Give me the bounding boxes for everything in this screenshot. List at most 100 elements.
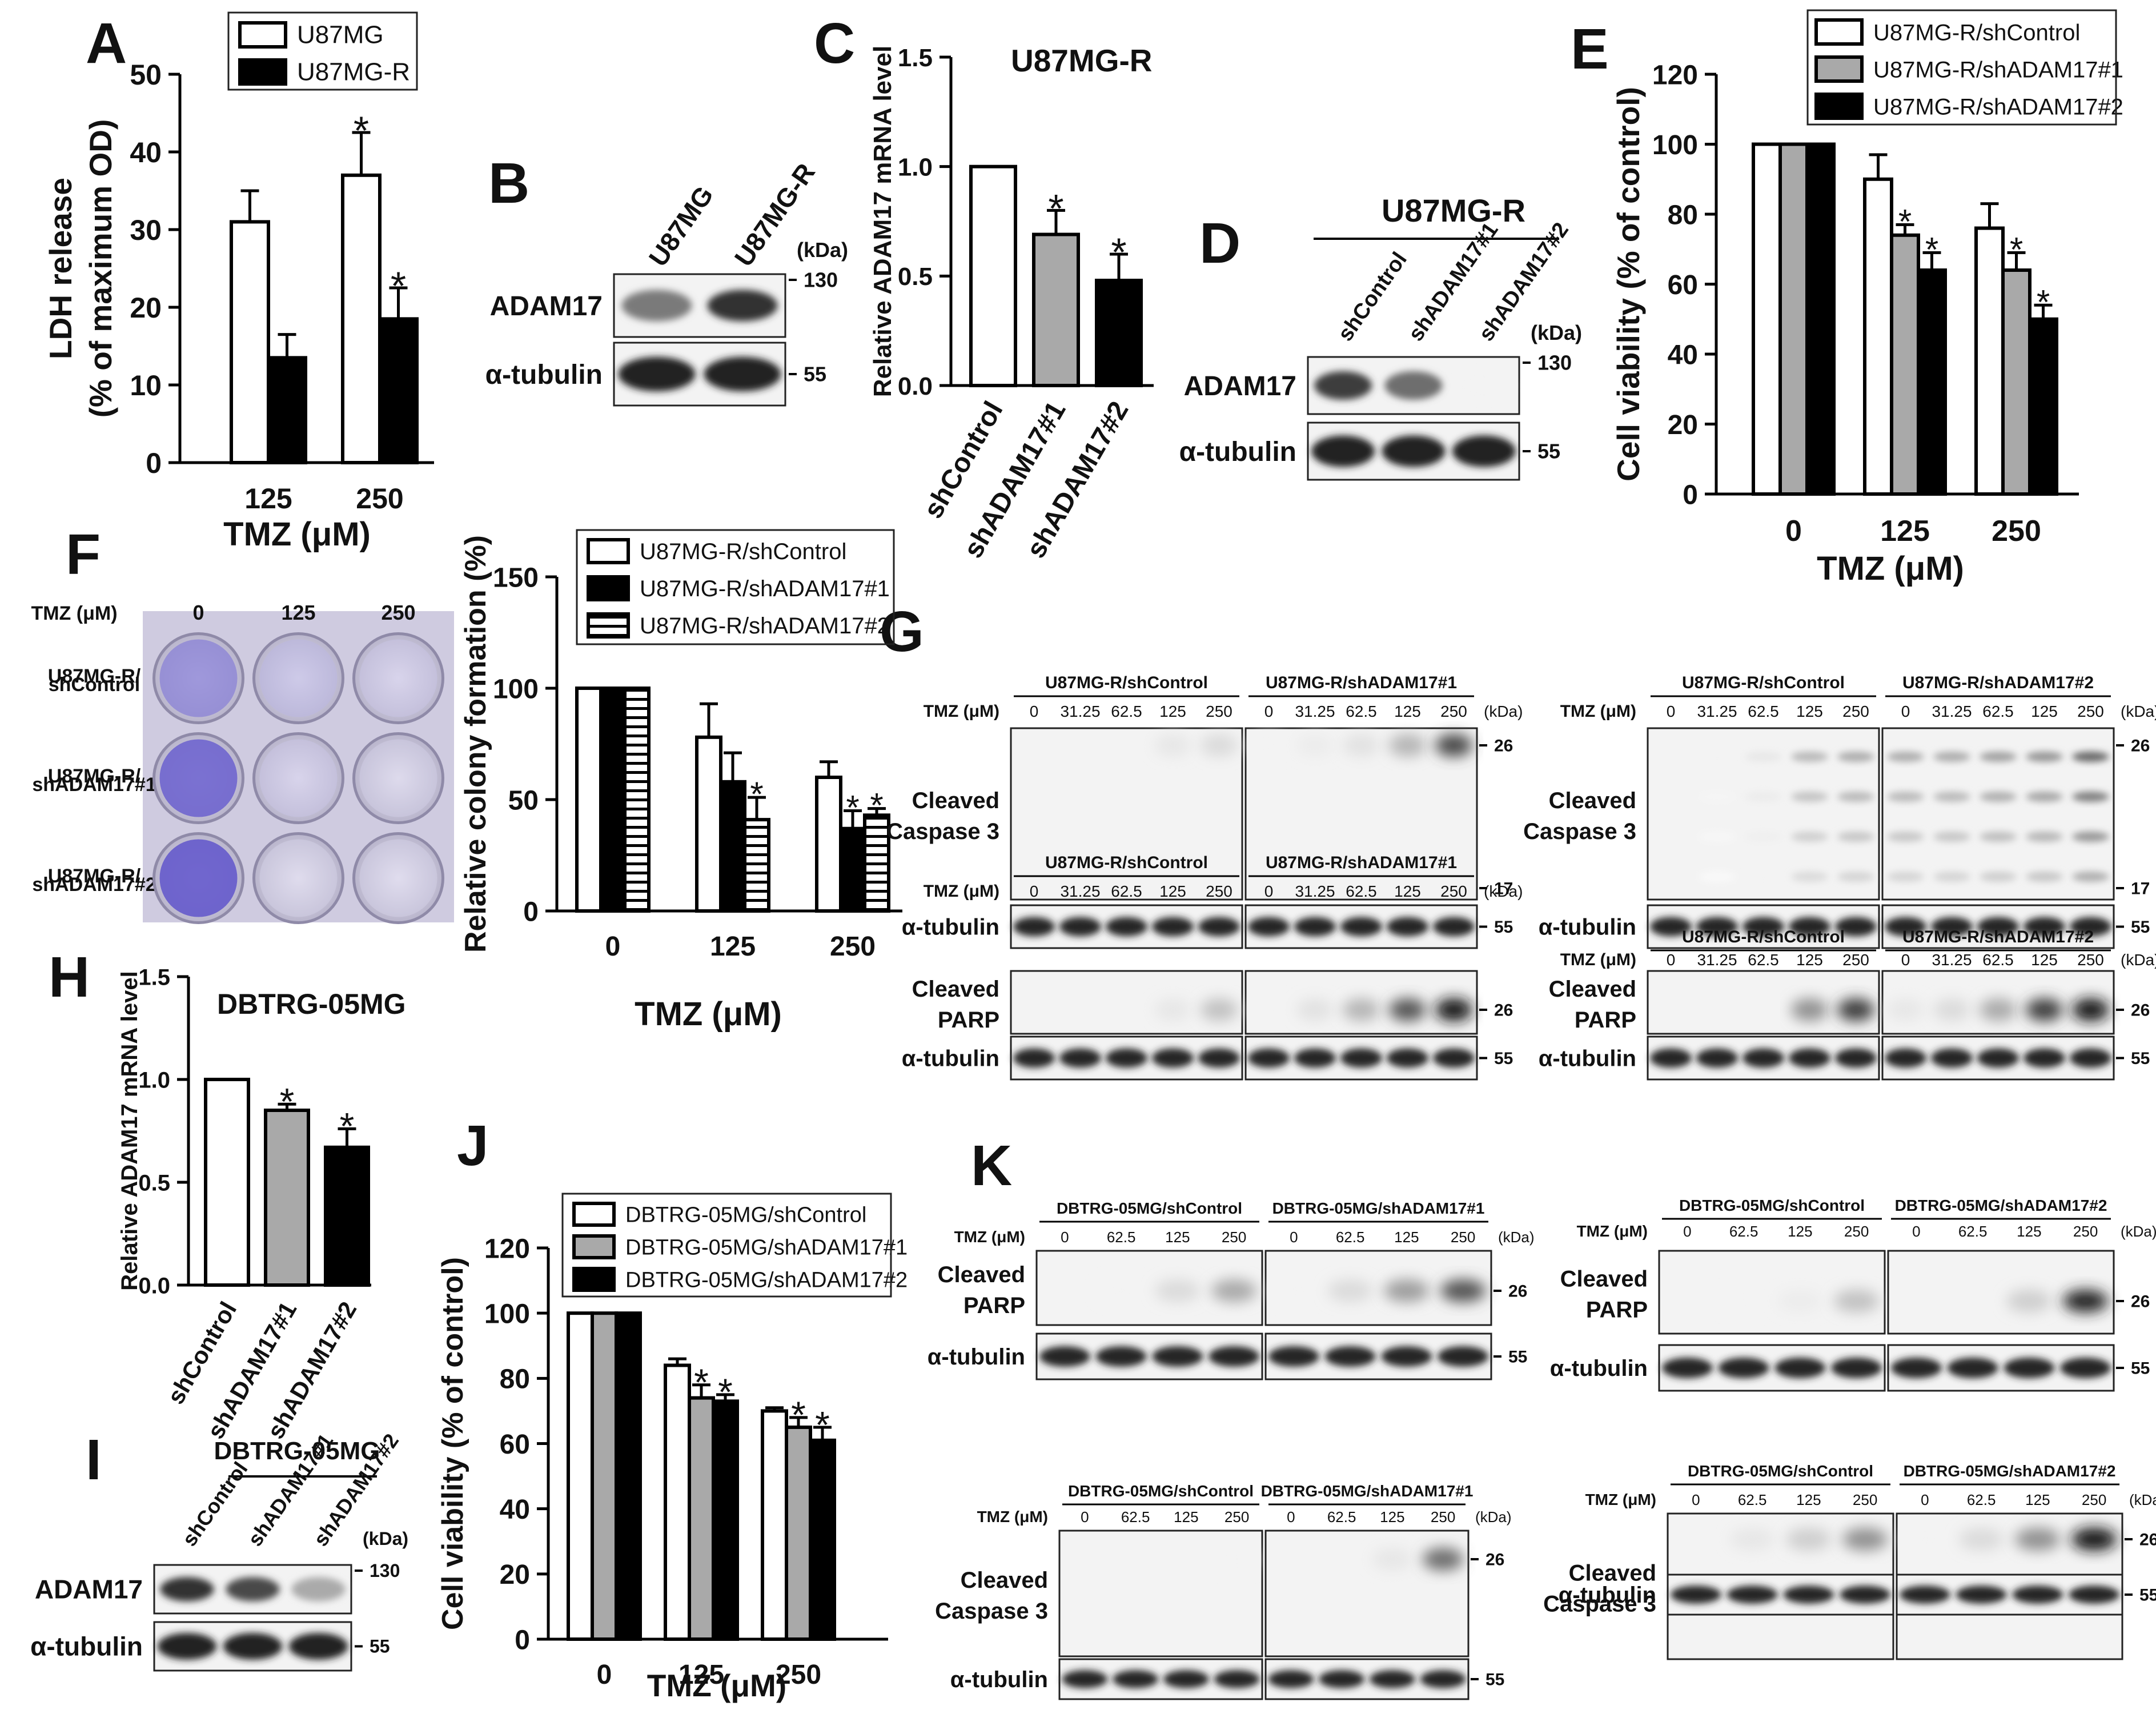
colony-stain — [159, 839, 238, 917]
blot-band — [1343, 998, 1380, 1021]
row-label: α-tubulin — [1539, 915, 1636, 940]
y-tick-label: 10 — [130, 370, 162, 402]
blot-band — [1887, 752, 1924, 762]
kda-label: (kDa) — [1531, 321, 1582, 344]
significance-star: * — [2037, 283, 2050, 321]
colony-stain — [159, 639, 238, 717]
mw-marker-label: 55 — [1508, 1348, 1527, 1367]
row-label: Cleaved — [1549, 788, 1636, 813]
panel-label-d: D — [1199, 211, 1240, 275]
panel-label-h: H — [49, 945, 90, 1009]
blot-band — [157, 1633, 217, 1660]
blot-band — [1152, 917, 1194, 937]
row-label: Cleaved — [1549, 977, 1636, 1002]
bar — [1863, 177, 1893, 496]
mw-marker-label: 55 — [1485, 1671, 1504, 1689]
dose-label: 125 — [2031, 703, 2058, 720]
chart-title: U87MG-R — [1011, 43, 1153, 78]
mw-marker-label: 130 — [1537, 351, 1572, 375]
y-tick-label: 60 — [500, 1430, 530, 1460]
bar — [623, 687, 651, 913]
dose-label: 250 — [1451, 1229, 1475, 1246]
x-tick-label: 250 — [356, 483, 403, 515]
y-tick-label: 40 — [500, 1495, 530, 1525]
bar — [1890, 233, 1920, 496]
blot-band — [1791, 998, 1828, 1021]
y-tick-label: 80 — [500, 1364, 530, 1395]
blot-band — [2026, 752, 2063, 762]
lane-label: shControl — [1334, 248, 1412, 346]
legend-label: U87MG — [297, 21, 384, 49]
legend-swatch — [572, 1234, 616, 1259]
bar — [341, 173, 382, 464]
mw-marker-label: 26 — [2131, 1292, 2150, 1311]
y-tick-label: 100 — [484, 1299, 530, 1329]
blot-band — [1791, 832, 1828, 842]
mw-marker-label: 55 — [2131, 1359, 2150, 1378]
dose-label: 250 — [1206, 882, 1232, 900]
blot-band — [1440, 1279, 1486, 1302]
blot-band — [1433, 917, 1475, 937]
dose-label: 250 — [1842, 703, 1869, 720]
kda-label: (kDa) — [1484, 882, 1523, 900]
y-tick-label: 30 — [130, 214, 162, 246]
bar — [1095, 279, 1143, 387]
significance-star: * — [718, 1371, 733, 1413]
dose-label: 125 — [2031, 951, 2058, 969]
significance-star: * — [340, 1105, 355, 1147]
blot-band — [1786, 1528, 1832, 1551]
plate-column-label: 0 — [192, 601, 204, 624]
blot-group-header: U87MG-R/shADAM17#2 — [1902, 928, 2094, 946]
panel-label-j: J — [457, 1114, 489, 1178]
blot-band — [1327, 1279, 1373, 1302]
kda-label: (kDa) — [1498, 1229, 1535, 1246]
dose-label: 0 — [1901, 703, 1910, 720]
blot-band — [1933, 792, 1970, 802]
blot-band — [1777, 1290, 1823, 1312]
row-label: Caspase 3 — [1523, 819, 1636, 844]
blot-band — [1840, 1585, 1891, 1604]
dose-label: 62.5 — [1336, 1229, 1365, 1246]
dose-label: 0 — [1264, 882, 1274, 900]
legend-box — [576, 529, 895, 645]
mw-marker-label: 55 — [1537, 440, 1560, 463]
dose-label: 250 — [1440, 703, 1467, 720]
kda-label: (kDa) — [2121, 1223, 2156, 1240]
y-tick-label: 20 — [130, 292, 162, 324]
mw-marker-label: 26 — [2131, 1001, 2150, 1020]
dose-label: 0 — [1683, 1223, 1691, 1240]
row-label: Cleaved — [938, 1262, 1025, 1287]
dose-label: 250 — [1222, 1229, 1246, 1246]
blot-band — [1013, 917, 1055, 937]
dose-label: 0 — [1061, 1229, 1069, 1246]
western-blot-g: U87MG-R/shControl 0 31.25 62.5 125 250 U87MG-R… — [886, 673, 2156, 1081]
blot-band — [1791, 872, 1828, 882]
bar — [2028, 317, 2058, 496]
plate-well — [252, 832, 344, 924]
blot-band — [1039, 1346, 1090, 1367]
blot-band — [1059, 917, 1101, 937]
blot-band — [1389, 998, 1426, 1021]
blot-band — [618, 356, 696, 392]
mw-marker-label: 55 — [2139, 1586, 2156, 1605]
dose-label: 62.5 — [1107, 1229, 1136, 1246]
dose-label: 0 — [1667, 951, 1676, 969]
mw-marker-label: 26 — [2139, 1531, 2156, 1550]
bar — [2001, 268, 2031, 496]
tmz-row-label: TMZ (μM) — [1585, 1491, 1656, 1508]
blot-band — [1268, 1346, 1319, 1367]
blot-band — [1789, 917, 1830, 937]
y-tick-label: 1.5 — [898, 44, 933, 72]
panel-label-b: B — [488, 151, 529, 215]
dose-label: 62.5 — [1748, 951, 1779, 969]
colony-stain — [359, 739, 437, 817]
bar — [688, 1396, 715, 1641]
blot-band — [1729, 1528, 1775, 1551]
blot-band — [1743, 1048, 1784, 1068]
mw-marker-label: 26 — [1508, 1282, 1527, 1301]
mw-marker-label: 55 — [1494, 1049, 1513, 1068]
y-tick-label: 100 — [493, 674, 539, 704]
significance-star: * — [870, 786, 883, 825]
